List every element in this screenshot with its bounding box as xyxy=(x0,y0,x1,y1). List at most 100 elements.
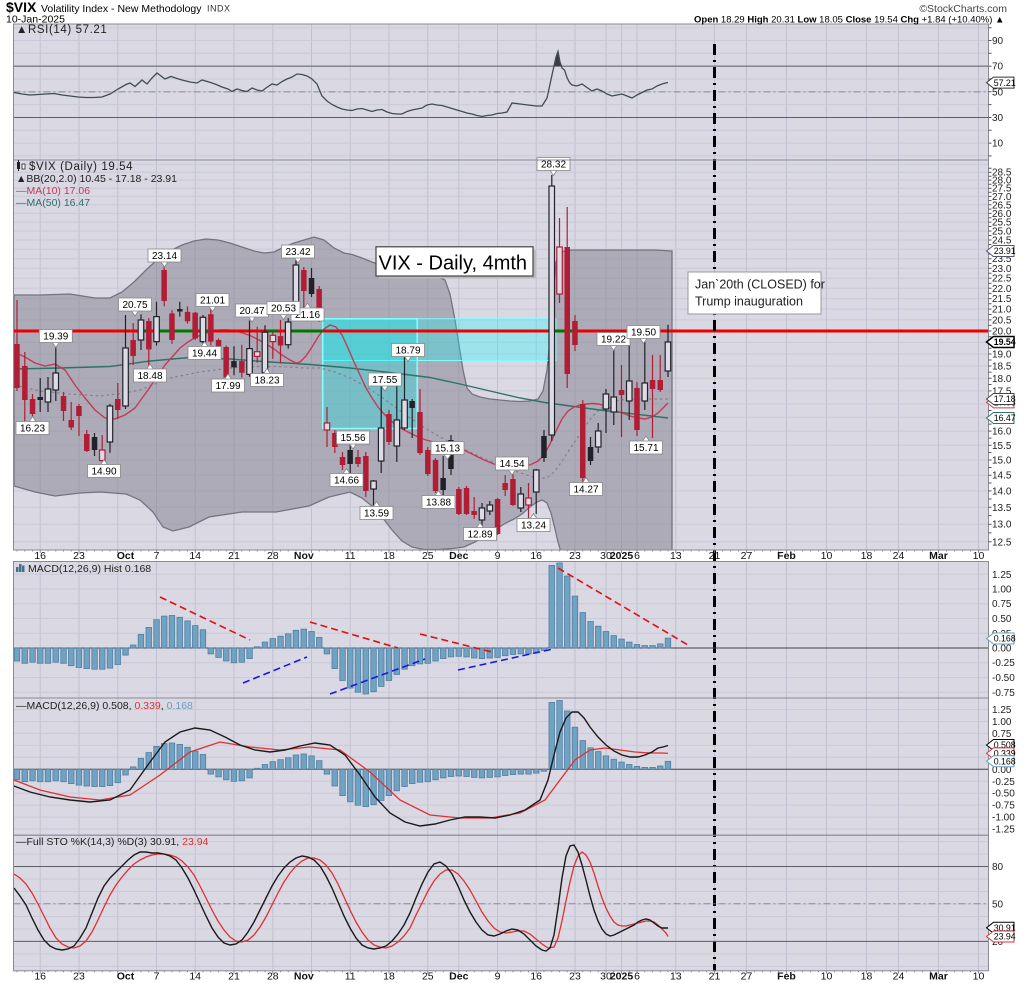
svg-text:Feb: Feb xyxy=(777,971,796,983)
svg-text:28.32: 28.32 xyxy=(541,159,566,170)
svg-text:17.5: 17.5 xyxy=(992,386,1012,397)
svg-text:18.48: 18.48 xyxy=(137,371,162,382)
svg-text:24: 24 xyxy=(893,971,905,983)
svg-text:—MACD(12,26,9) 0.508, 0.339, 0: —MACD(12,26,9) 0.508, 0.339, 0.168 xyxy=(16,700,193,712)
svg-text:11: 11 xyxy=(345,971,356,983)
svg-text:Oct: Oct xyxy=(117,971,135,983)
svg-text:—MA(50) 16.47: —MA(50) 16.47 xyxy=(16,197,90,209)
svg-text:21.0: 21.0 xyxy=(992,305,1012,316)
svg-text:©StockCharts.com: ©StockCharts.com xyxy=(919,3,1007,15)
svg-text:Mar: Mar xyxy=(929,550,948,562)
svg-text:15.13: 15.13 xyxy=(435,443,460,454)
svg-text:18: 18 xyxy=(383,971,395,983)
svg-text:18.5: 18.5 xyxy=(992,362,1012,373)
svg-text:28: 28 xyxy=(267,550,279,562)
svg-text:21.16: 21.16 xyxy=(295,310,320,321)
svg-text:18: 18 xyxy=(861,971,873,983)
svg-text:10: 10 xyxy=(992,139,1004,150)
svg-text:30: 30 xyxy=(600,971,612,983)
svg-text:1.00: 1.00 xyxy=(992,717,1012,728)
svg-text:25: 25 xyxy=(422,550,434,562)
svg-text:0.00: 0.00 xyxy=(992,765,1012,776)
svg-text:18.79: 18.79 xyxy=(395,345,420,356)
svg-text:26.5: 26.5 xyxy=(992,200,1012,211)
svg-text:11: 11 xyxy=(345,550,356,562)
svg-text:17.99: 17.99 xyxy=(215,381,240,392)
svg-text:27: 27 xyxy=(741,550,753,562)
svg-text:MACD(12,26,9) Hist 0.168: MACD(12,26,9) Hist 0.168 xyxy=(28,563,151,575)
svg-text:25.5: 25.5 xyxy=(992,218,1012,229)
svg-text:23.14: 23.14 xyxy=(152,251,177,262)
svg-text:2025: 2025 xyxy=(610,971,634,983)
svg-text:7: 7 xyxy=(154,971,160,983)
svg-text:14.66: 14.66 xyxy=(334,475,359,486)
svg-text:Feb: Feb xyxy=(777,550,796,562)
svg-text:9: 9 xyxy=(495,550,501,562)
svg-text:15.5: 15.5 xyxy=(992,441,1012,452)
svg-text:1.25: 1.25 xyxy=(992,705,1012,716)
svg-text:-0.25: -0.25 xyxy=(992,658,1015,669)
svg-text:10: 10 xyxy=(821,971,833,983)
svg-text:-0.75: -0.75 xyxy=(992,688,1015,699)
svg-text:30: 30 xyxy=(992,113,1004,124)
svg-text:▲BB(20,2.0) 10.45 - 17.18 - 23: ▲BB(20,2.0) 10.45 - 17.18 - 23.91 xyxy=(16,173,177,185)
svg-text:16: 16 xyxy=(530,550,542,562)
svg-text:6: 6 xyxy=(634,971,640,983)
svg-text:2025: 2025 xyxy=(610,550,634,562)
svg-text:23: 23 xyxy=(73,971,85,983)
svg-text:1.00: 1.00 xyxy=(992,585,1012,596)
svg-text:13: 13 xyxy=(670,971,682,983)
svg-text:Jan`20th (CLOSED) for: Jan`20th (CLOSED) for xyxy=(695,278,825,292)
svg-text:$VIX: $VIX xyxy=(6,0,37,15)
svg-text:21.01: 21.01 xyxy=(200,295,225,306)
svg-text:24: 24 xyxy=(893,550,905,562)
svg-text:18.0: 18.0 xyxy=(992,374,1012,385)
svg-text:15.71: 15.71 xyxy=(633,443,658,454)
svg-text:16: 16 xyxy=(530,971,542,983)
svg-text:-0.50: -0.50 xyxy=(992,673,1015,684)
svg-text:23: 23 xyxy=(569,971,581,983)
svg-text:18.23: 18.23 xyxy=(254,375,279,386)
svg-text:19.39: 19.39 xyxy=(43,331,68,342)
svg-text:17.18: 17.18 xyxy=(994,394,1016,404)
svg-text:13.88: 13.88 xyxy=(426,497,451,508)
svg-text:57.21: 57.21 xyxy=(994,78,1016,88)
svg-text:23.91: 23.91 xyxy=(994,246,1016,256)
svg-text:0.168: 0.168 xyxy=(994,634,1016,644)
svg-text:-0.75: -0.75 xyxy=(992,801,1015,812)
svg-text:90: 90 xyxy=(992,36,1004,47)
svg-text:70: 70 xyxy=(992,62,1004,73)
svg-text:50: 50 xyxy=(992,87,1004,98)
svg-text:19.22: 19.22 xyxy=(601,334,626,345)
svg-text:19.50: 19.50 xyxy=(631,327,656,338)
svg-text:10-Jan-2025: 10-Jan-2025 xyxy=(6,14,65,26)
svg-text:Volatility Index - New Methodo: Volatility Index - New Methodology xyxy=(41,3,202,15)
svg-text:16: 16 xyxy=(34,550,46,562)
svg-text:▲RSI(14) 57.21: ▲RSI(14) 57.21 xyxy=(16,24,107,36)
svg-text:28: 28 xyxy=(267,971,279,983)
svg-text:0.75: 0.75 xyxy=(992,729,1012,740)
svg-text:VIX - Daily, 4mth: VIX - Daily, 4mth xyxy=(379,253,528,275)
svg-text:10: 10 xyxy=(973,550,985,562)
svg-text:7: 7 xyxy=(154,550,160,562)
svg-text:27: 27 xyxy=(741,971,753,983)
svg-text:18: 18 xyxy=(383,550,395,562)
svg-text:17.55: 17.55 xyxy=(372,375,397,386)
svg-text:Open 18.29 High 20.31 Low 18.0: Open 18.29 High 20.31 Low 18.05 Close 19… xyxy=(694,15,1004,26)
svg-text:19.44: 19.44 xyxy=(192,348,217,359)
svg-text:14: 14 xyxy=(189,550,201,562)
svg-text:28.0: 28.0 xyxy=(992,176,1012,187)
svg-text:10: 10 xyxy=(821,550,833,562)
svg-text:0.00: 0.00 xyxy=(992,644,1012,655)
svg-text:10: 10 xyxy=(973,971,985,983)
svg-text:14.90: 14.90 xyxy=(91,466,116,477)
svg-text:—MA(10) 17.06: —MA(10) 17.06 xyxy=(16,185,90,197)
svg-text:Trump inauguration: Trump inauguration xyxy=(695,295,803,309)
svg-text:12.89: 12.89 xyxy=(467,529,492,540)
svg-text:13.59: 13.59 xyxy=(364,508,389,519)
svg-text:27.5: 27.5 xyxy=(992,184,1012,195)
svg-text:22.5: 22.5 xyxy=(992,274,1012,285)
svg-text:30: 30 xyxy=(600,550,612,562)
svg-text:6: 6 xyxy=(634,550,640,562)
svg-text:Dec: Dec xyxy=(449,550,468,562)
